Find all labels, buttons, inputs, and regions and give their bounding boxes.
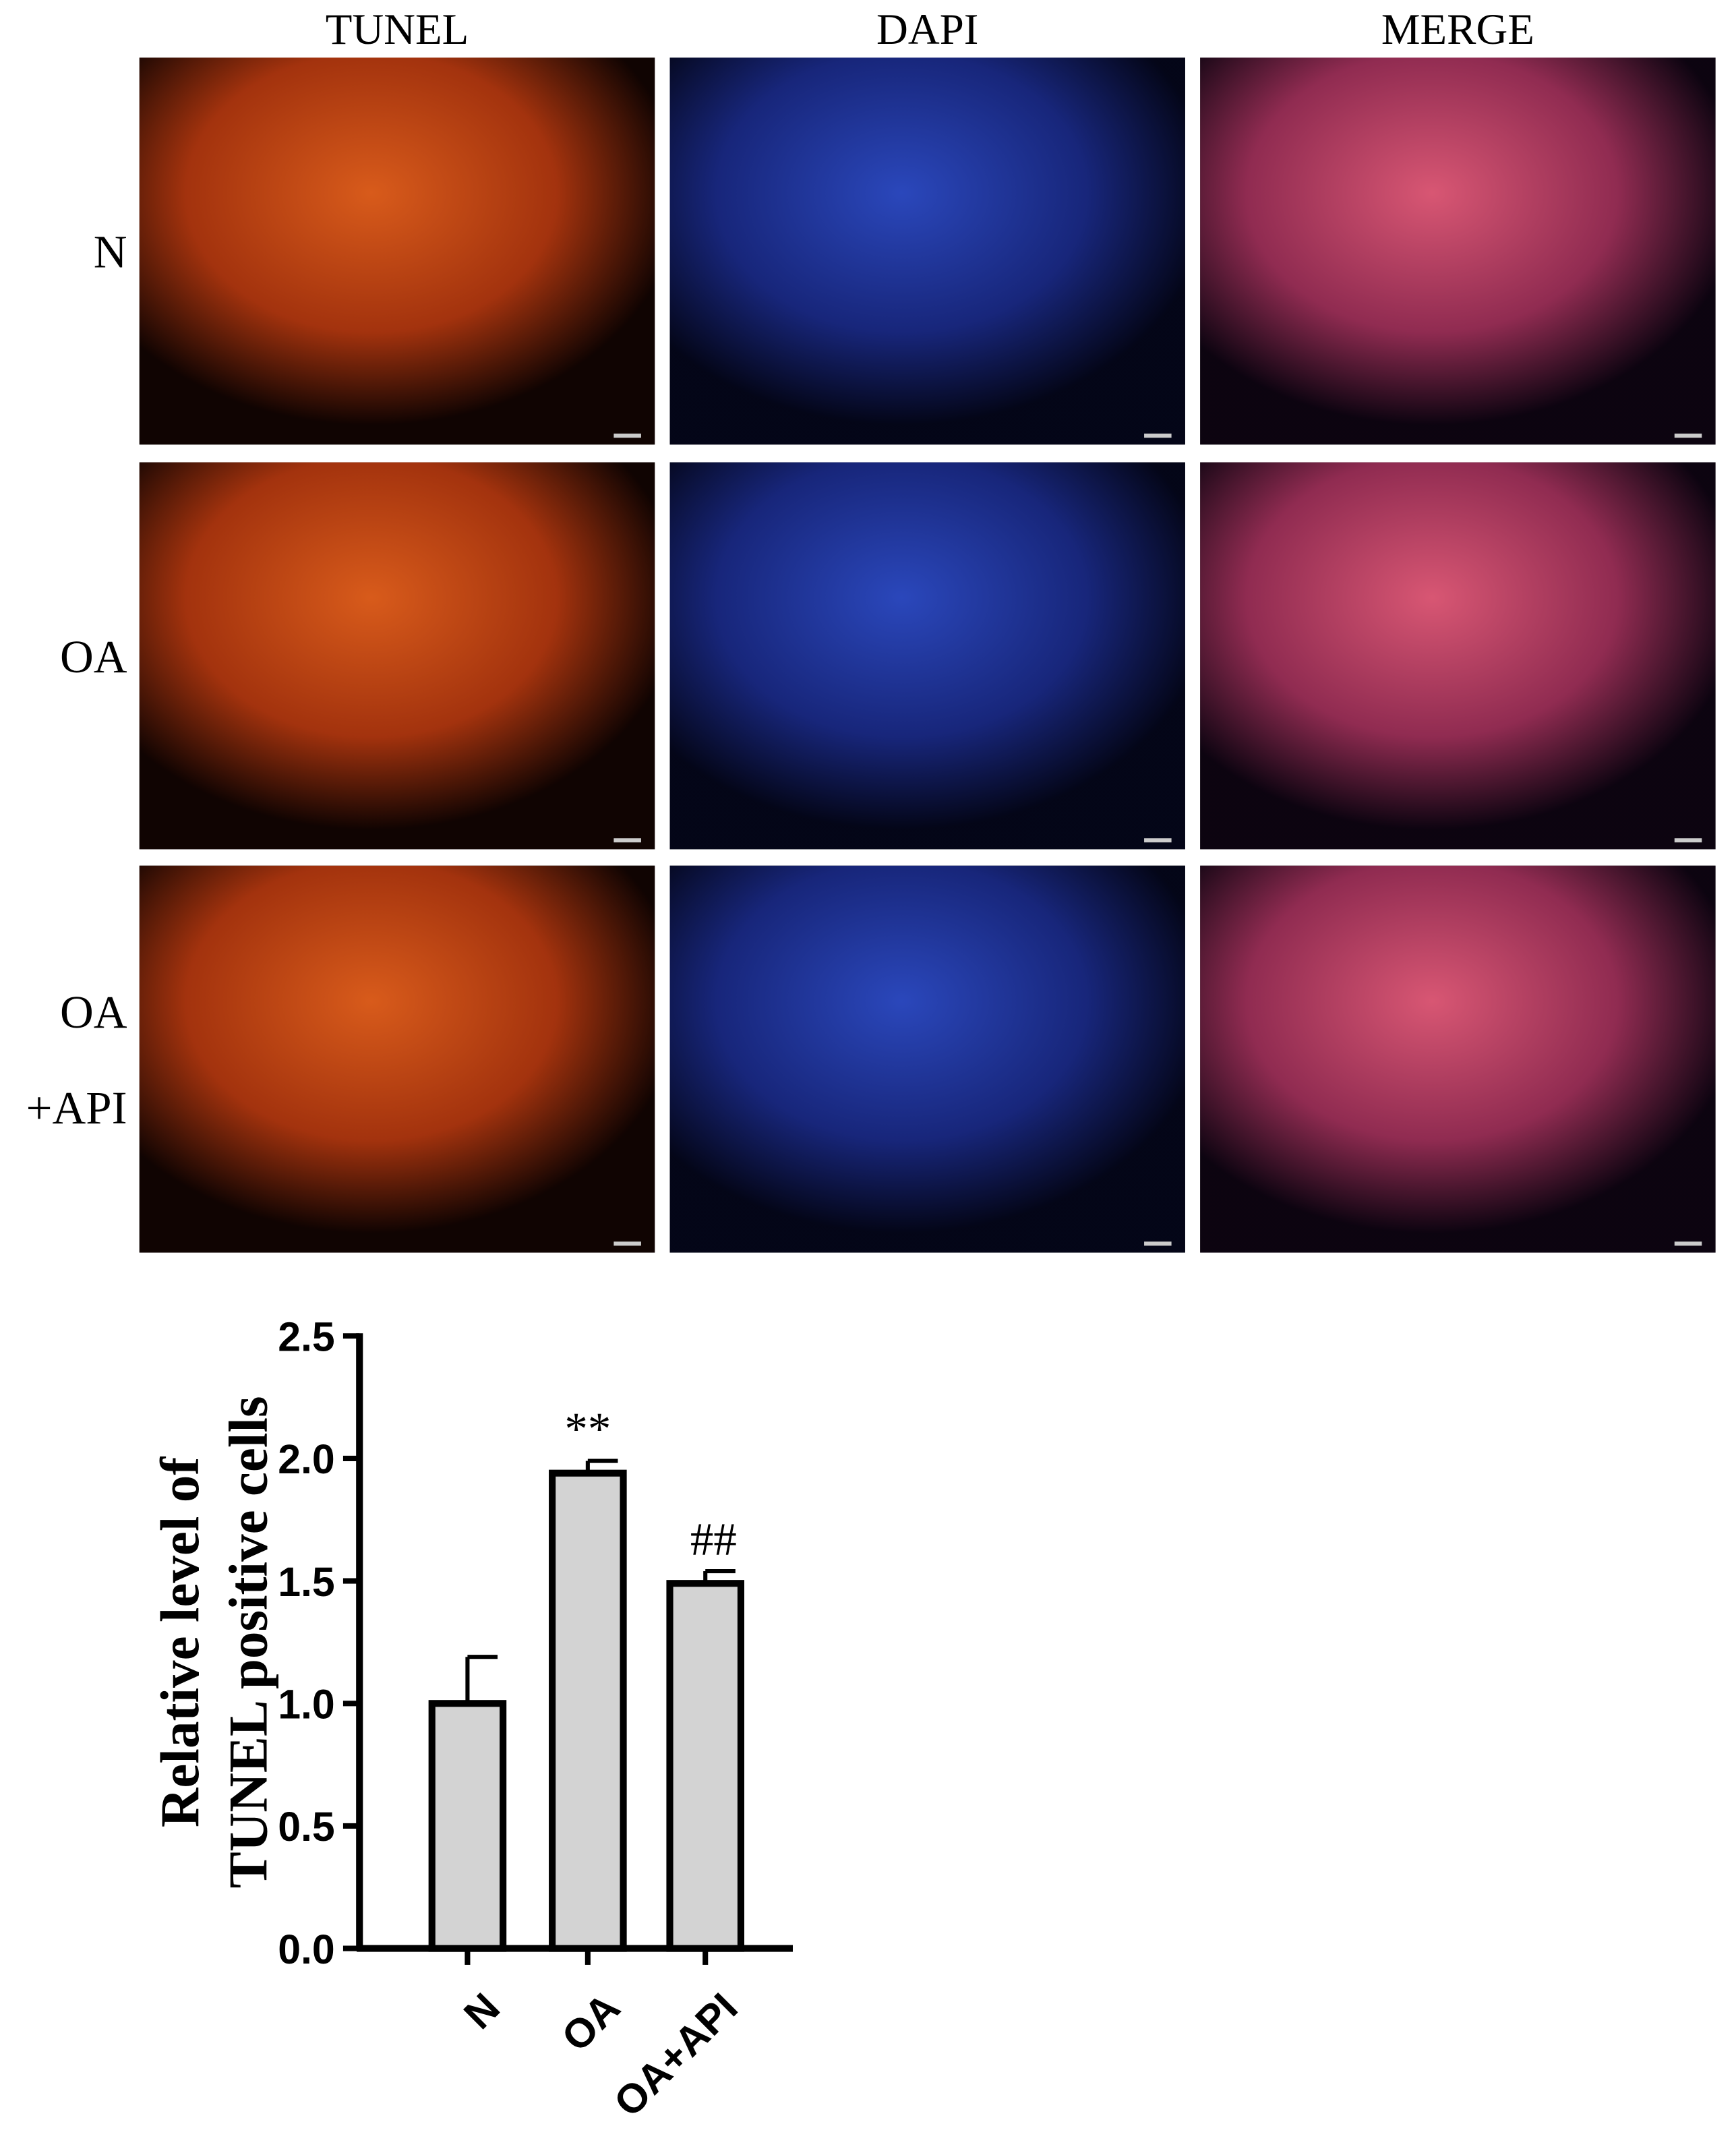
bar bbox=[666, 1580, 745, 1952]
bar-chart: 0.0 0.5 1.0 1.5 2.0 2.5 Relative level of TUNEL… bbox=[150, 1314, 793, 2125]
micrograph-tissue bbox=[139, 865, 655, 1253]
row-label: +API bbox=[26, 1082, 127, 1133]
micrograph-tissue bbox=[669, 57, 1185, 445]
y-tick-label: 2.5 bbox=[278, 1314, 335, 1360]
micrograph-tissue bbox=[1200, 57, 1716, 445]
bar bbox=[549, 1469, 627, 1952]
x-tick-label: OA bbox=[553, 1984, 629, 2061]
row-label: OA bbox=[60, 986, 127, 1038]
column-header: DAPI bbox=[876, 5, 978, 54]
y-axis-label: Relative level of bbox=[150, 1456, 210, 1827]
scale-bar bbox=[1674, 1241, 1702, 1246]
bar bbox=[428, 1700, 507, 1952]
y-tick-label: 1.0 bbox=[278, 1682, 335, 1728]
significance-label: ** bbox=[564, 1403, 611, 1454]
scale-bar bbox=[613, 1241, 641, 1246]
column-header: TUNEL bbox=[326, 5, 469, 54]
micrograph-tissue bbox=[139, 57, 655, 445]
scale-bar bbox=[1144, 838, 1172, 843]
micrograph-tissue bbox=[669, 865, 1185, 1253]
y-tick-label: 0.5 bbox=[278, 1804, 335, 1850]
row-label: N bbox=[94, 227, 127, 278]
scale-bar bbox=[613, 838, 641, 843]
scale-bar bbox=[1144, 434, 1172, 438]
micrograph-tissue bbox=[1200, 462, 1716, 850]
significance-label: ## bbox=[690, 1514, 737, 1565]
scale-bar bbox=[1674, 838, 1702, 843]
x-tick-label: OA+API bbox=[605, 1984, 746, 2125]
scale-bar bbox=[1674, 434, 1702, 438]
micrograph-tissue bbox=[139, 462, 655, 850]
column-header: MERGE bbox=[1381, 5, 1534, 54]
micrograph-tissue bbox=[1200, 865, 1716, 1253]
scale-bar bbox=[1144, 1241, 1172, 1246]
y-tick-label: 2.0 bbox=[278, 1436, 335, 1482]
y-axis-label: TUNEL positive cells bbox=[218, 1396, 278, 1888]
row-label: OA bbox=[60, 631, 127, 682]
y-tick-label: 1.5 bbox=[278, 1559, 335, 1605]
y-tick-label: 0.0 bbox=[278, 1926, 335, 1972]
micrograph-grid: TUNEL DAPI MERGE N OA OA +API bbox=[26, 5, 1716, 1253]
scale-bar bbox=[613, 434, 641, 438]
micrograph-tissue bbox=[669, 462, 1185, 850]
x-tick-label: N bbox=[455, 1984, 508, 2038]
